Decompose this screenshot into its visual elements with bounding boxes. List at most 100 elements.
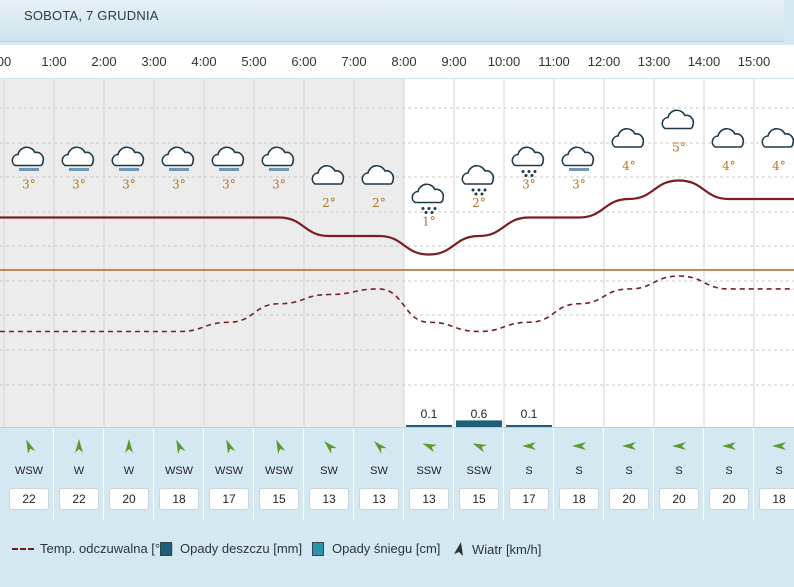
- rain-icon: [411, 183, 445, 214]
- wind-column: S 20: [604, 428, 654, 520]
- wind-column: SW 13: [304, 428, 354, 520]
- snow-swatch-icon: [312, 541, 324, 556]
- hour-label: 12:00: [587, 54, 621, 69]
- hours-axis: 00 1:00 2:00 3:00 4:00 5:00 6:00 7:00 8:00 9:00 10…: [0, 45, 794, 79]
- wind-direction: SW: [370, 465, 388, 477]
- rain-value: 0.6: [471, 407, 488, 421]
- wind-speed: 20: [109, 488, 149, 510]
- cloudy-icon: [561, 146, 595, 171]
- hour-label: 5:00: [241, 54, 267, 69]
- wind-direction: WSW: [264, 465, 294, 477]
- wind-arrow-icon: [722, 442, 736, 450]
- temp-label: 3°: [122, 178, 136, 192]
- legend-feels: Temp. odczuwalna [°C]: [12, 541, 173, 556]
- wind-direction: W: [123, 465, 135, 477]
- temp-label: 3°: [522, 178, 536, 192]
- wind-speed: 18: [559, 488, 599, 510]
- wind-speed: 20: [709, 488, 749, 510]
- light-snow-icon: [511, 146, 545, 177]
- temp-label: 4°: [622, 159, 636, 173]
- temp-label: 2°: [372, 196, 386, 210]
- wind-arrow-icon: [472, 443, 487, 453]
- wind-direction: SW: [320, 465, 338, 477]
- wind-speed: 20: [659, 488, 699, 510]
- wind-speed: 22: [59, 488, 99, 510]
- wind-arrow-icon: [522, 442, 536, 450]
- rain-bar: [406, 425, 452, 427]
- wind-direction: S: [775, 465, 783, 477]
- legend-feels-label: Temp. odczuwalna [°C]: [40, 541, 174, 556]
- cloud-icon: [611, 128, 645, 148]
- wind-arrow-icon: [176, 439, 186, 454]
- legend-rain-label: Opady deszczu [mm]: [180, 541, 303, 556]
- cloud-icon: [761, 128, 794, 148]
- wind-arrow-icon: [226, 439, 236, 454]
- rain-value: 0.1: [521, 407, 538, 421]
- wind-column: WSW 18: [154, 428, 204, 520]
- wind-direction: S: [625, 465, 633, 477]
- chart-svg: 3° 3° 3° 3° 3° 3° 2° 2° 1° 2° 3° 3° 4° 5° 4° 4° 0.1 0.6 0.…: [0, 79, 794, 427]
- wind-arrow-icon: [454, 542, 463, 556]
- wind-arrow-icon: [572, 442, 586, 450]
- hour-label: 4:00: [191, 54, 217, 69]
- forecast-chart: 3° 3° 3° 3° 3° 3° 2° 2° 1° 2° 3° 3° 4° 5° 4° 4° 0.1 0.6 0.…: [0, 79, 794, 427]
- wind-arrow-icon: [374, 441, 387, 454]
- cloud-icon: [661, 109, 695, 130]
- wind-speed: 18: [759, 488, 794, 510]
- rain-bar: [506, 425, 552, 427]
- wind-arrow-icon: [26, 439, 36, 454]
- cloudy-icon: [111, 146, 145, 171]
- wind-speed: 15: [459, 488, 499, 510]
- temp-label: 3°: [172, 178, 186, 192]
- snow-rain-icon: [461, 165, 495, 196]
- wind-speed: 15: [259, 488, 299, 510]
- wind-arrow-icon: [772, 442, 786, 450]
- wind-direction: SSW: [466, 465, 492, 477]
- wind-direction: W: [73, 465, 85, 477]
- wind-speed: 20: [609, 488, 649, 510]
- wind-column: W 20: [104, 428, 154, 520]
- dashed-line-icon: [12, 547, 34, 550]
- day-title: SOBOTA, 7 GRUDNIA: [24, 8, 159, 23]
- hour-label: 10:00: [487, 54, 521, 69]
- wind-arrow-icon: [125, 439, 133, 453]
- rain-bar: [456, 420, 502, 427]
- cloudy-icon: [11, 146, 45, 171]
- temp-label: 2°: [472, 196, 486, 210]
- temp-label: 3°: [572, 178, 586, 192]
- wind-direction: S: [525, 465, 533, 477]
- wind-direction: WSW: [214, 465, 244, 477]
- wind-column: WSW 22: [4, 428, 54, 520]
- temp-label: 3°: [22, 178, 36, 192]
- wind-direction: S: [725, 465, 733, 477]
- rain-value: 0.1: [421, 407, 438, 421]
- wind-speed: 18: [159, 488, 199, 510]
- wind-arrow-icon: [422, 443, 437, 453]
- wind-column: S 17: [504, 428, 554, 520]
- temp-label: 2°: [322, 196, 336, 210]
- temp-label: 4°: [772, 159, 786, 173]
- temp-label: 5°: [672, 141, 686, 155]
- legend-rain: Opady deszczu [mm]: [160, 541, 302, 556]
- wind-row: WSW 22 W 22 W 20 WSW 18 WSW 17 WSW 15 SW…: [0, 427, 794, 520]
- wind-direction: S: [575, 465, 583, 477]
- wind-column: WSW 15: [254, 428, 304, 520]
- wind-direction: WSW: [14, 465, 44, 477]
- wind-speed: 13: [359, 488, 399, 510]
- wind-arrow-icon: [622, 442, 636, 450]
- temperature-line: [0, 179, 794, 256]
- night-shade: [0, 79, 404, 427]
- hour-label: 15:00: [737, 54, 771, 69]
- hour-label: 00: [0, 54, 12, 69]
- wind-column: S 18: [754, 428, 794, 520]
- temp-label: 3°: [72, 178, 86, 192]
- temp-label: 3°: [272, 178, 286, 192]
- temp-label: 1°: [422, 215, 436, 229]
- legend: Temp. odczuwalna [°C] Opady deszczu [mm]…: [0, 530, 794, 570]
- wind-speed: 13: [309, 488, 349, 510]
- legend-snow: Opady śniegu [cm]: [312, 541, 440, 556]
- wind-column: WSW 17: [204, 428, 254, 520]
- wind-speed: 17: [509, 488, 549, 510]
- wind-column: S 20: [704, 428, 754, 520]
